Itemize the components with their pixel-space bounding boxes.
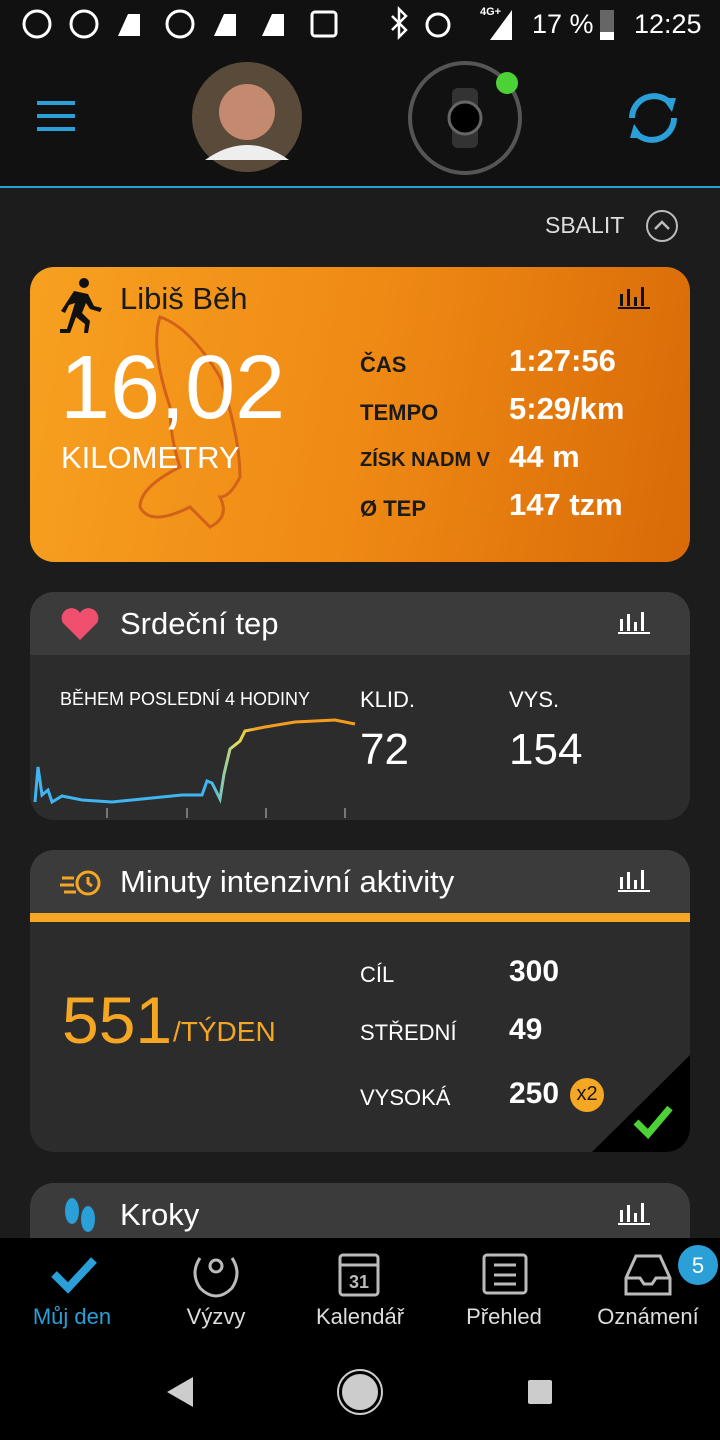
stat-label: STŘEDNÍ [360,1020,457,1045]
rest-label: KLID. [360,687,416,712]
distance: 16,02 [60,338,286,438]
heart-decor [33,608,650,818]
recents-button[interactable] [528,1380,552,1404]
high-value: 154 [509,725,583,774]
stat-value: 1:27:56 [509,343,616,378]
card-title: Libiš Běh [120,281,248,316]
card-header [30,850,690,913]
system-buttons [167,1369,552,1415]
nav-item[interactable]: Můj den [32,1304,112,1329]
steps-decor [65,1198,650,1232]
stat-value: 250 [509,1077,560,1110]
run-decor [60,278,650,529]
intensity-value: 551 [62,983,173,1057]
collapse-label[interactable]: SBALIT [545,212,625,238]
stat-value: 147 tzm [509,487,623,522]
card-title: Minuty intenzivní aktivity [120,864,455,899]
nav-item[interactable]: Přehled [466,1304,542,1329]
rest-value: 72 [360,725,409,774]
chart-label: BĚHEM POSLEDNÍ 4 HODINY [60,689,311,709]
status-bar: 4G+ 17 % 12:25 [0,0,720,50]
collapse-icon[interactable] [644,208,680,244]
nav-icons: 31 [51,1245,718,1298]
home-ring [337,1369,383,1415]
stat-label: CÍL [360,962,395,987]
intensity-decor [60,870,690,1152]
time: 12:25 [634,9,702,39]
stat-label: ZÍSK NADM V [360,449,490,471]
stat-value: 49 [509,1013,543,1046]
card-header [30,1183,690,1246]
header-icons [37,61,677,175]
stat-label: VYSOKÁ [360,1085,451,1110]
multiplier-badge: x2 [576,1083,598,1105]
heart-card[interactable]: Srdeční tep BĚHEM POSLEDNÍ 4 HODINY KLID… [30,592,690,820]
network: 4G+ [480,6,502,18]
stat-value: 44 m [509,439,580,474]
card-stripe [30,913,690,922]
card-title: Srdeční tep [120,606,279,641]
nav-item[interactable]: Oznámení [597,1304,699,1329]
distance-unit: KILOMETRY [61,440,240,475]
card-header [30,592,690,655]
system-nav [0,1345,720,1440]
nav-item[interactable]: Výzvy [186,1304,246,1329]
stat-label: TEMPO [360,400,439,425]
stat-value: 300 [509,955,560,988]
stat-label: ČAS [360,352,407,377]
nav-item[interactable]: Kalendář [315,1304,405,1329]
status-icons [22,5,614,41]
notification-badge: 5 [691,1253,705,1278]
bottom-nav: 31 5 Můj den Výzvy Kalendář Přehled Ozná… [0,1238,720,1345]
run-card[interactable]: Libiš Běh 16,02 KILOMETRY ČAS 1:27:56 TE… [30,267,690,562]
intensity-card[interactable]: Minuty intenzivní aktivity 551 /TÝDEN CÍ… [30,850,690,1152]
calendar-day: 31 [349,1272,369,1292]
home-button[interactable] [338,1370,382,1414]
back-button[interactable] [167,1377,193,1407]
app-header [0,50,720,188]
stat-label: Ø TEP [360,496,427,521]
battery: 17 % [532,9,594,39]
intensity-unit: /TÝDEN [173,1016,276,1047]
high-label: VYS. [509,687,560,712]
card-title: Kroky [120,1197,200,1232]
stat-value: 5:29/km [509,391,625,426]
